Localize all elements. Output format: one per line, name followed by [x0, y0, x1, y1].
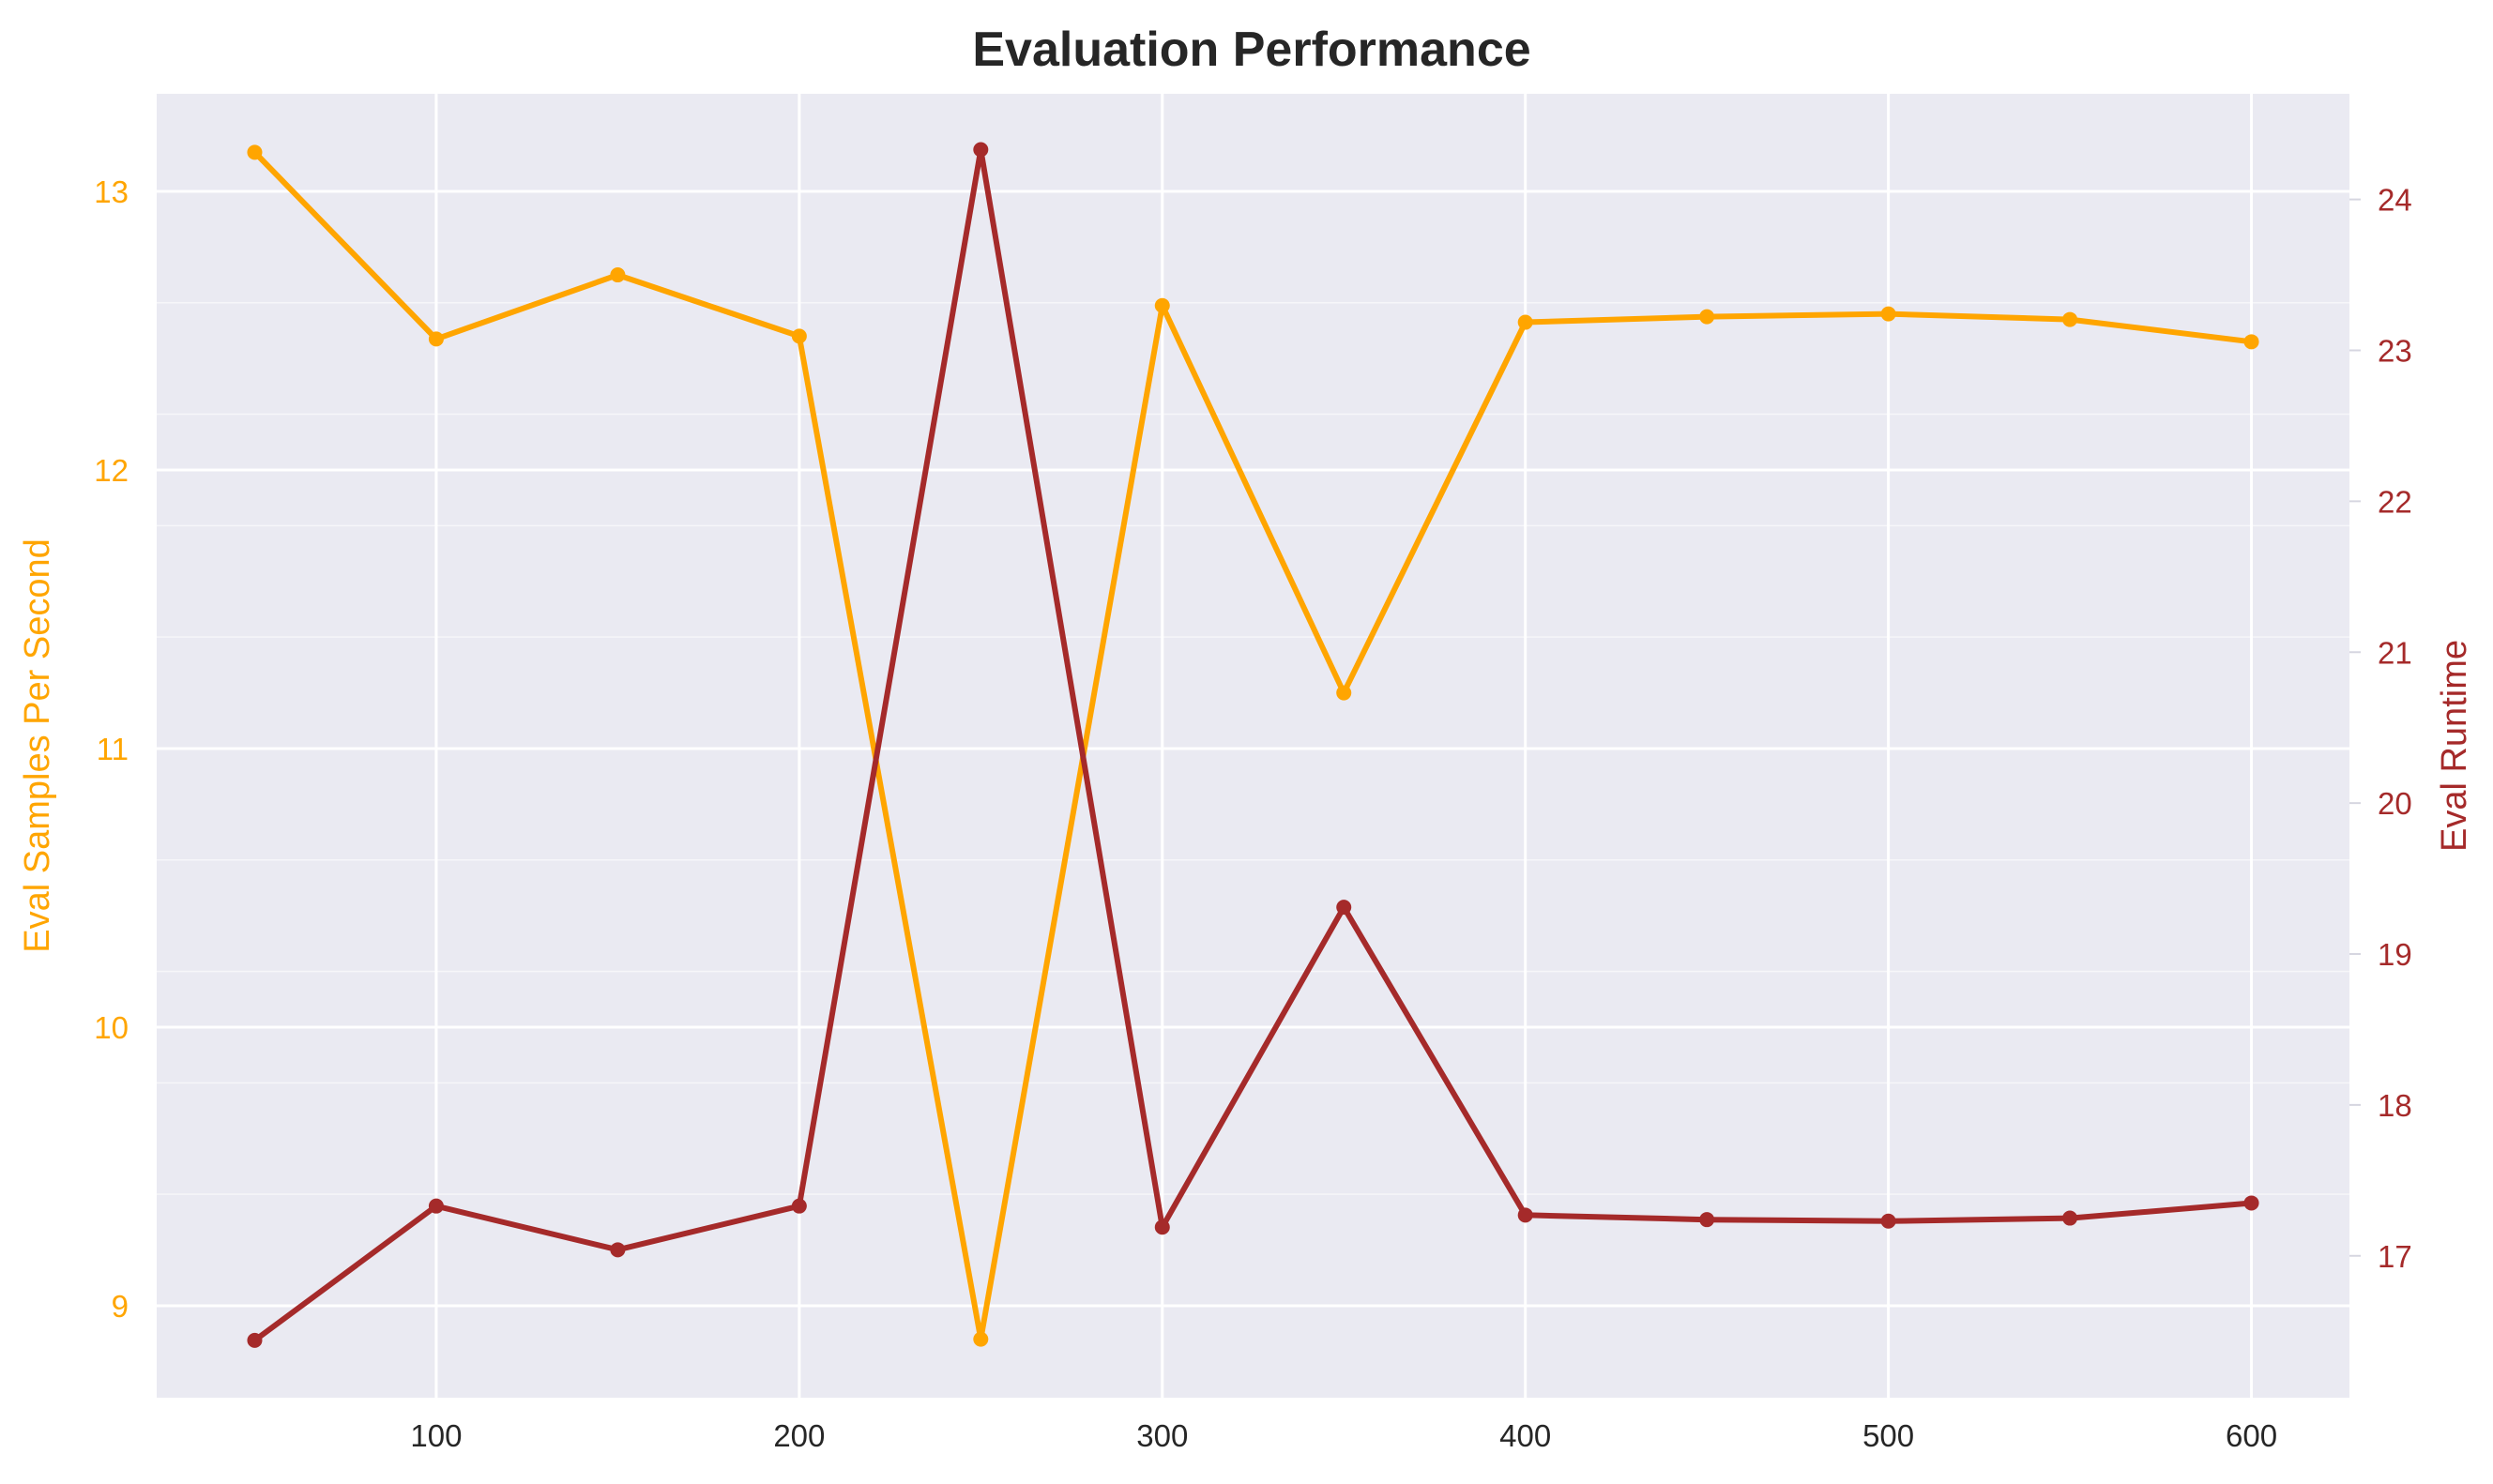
y-right-tick-label-24: 24 [2378, 183, 2412, 218]
series-left-point-150 [610, 267, 626, 283]
y-left-axis-label: Eval Samples Per Second [18, 538, 57, 952]
x-tick-label-400: 400 [1499, 1418, 1551, 1453]
series-right-point-350 [1336, 900, 1352, 916]
series-left-point-450 [1699, 309, 1715, 325]
series-left-point-400 [1517, 314, 1533, 330]
series-right-point-400 [1517, 1207, 1533, 1223]
series-right-point-100 [428, 1198, 444, 1214]
series-right-point-200 [791, 1198, 807, 1214]
y-left-tick-label-11: 11 [97, 732, 129, 766]
plot-background [157, 94, 2349, 1398]
series-right-point-300 [1154, 1219, 1170, 1235]
y-right-axis-label: Eval Runtime [2435, 640, 2474, 852]
series-left-point-200 [791, 328, 807, 344]
y-left-tick-label-12: 12 [94, 453, 129, 488]
y-right-tick-label-20: 20 [2378, 786, 2412, 821]
series-left-point-350 [1336, 685, 1352, 701]
x-tick-label-100: 100 [410, 1418, 462, 1453]
chart-title: Evaluation Performance [972, 23, 1530, 77]
series-left-point-500 [1880, 306, 1896, 322]
y-right-tick-label-22: 22 [2378, 484, 2412, 519]
series-left-point-50 [247, 144, 263, 160]
y-right-tick-label-19: 19 [2378, 937, 2412, 972]
x-tick-label-600: 600 [2226, 1418, 2277, 1453]
y-left-tick-label-10: 10 [94, 1010, 129, 1045]
y-left-tick-label-13: 13 [94, 174, 129, 209]
y-right-tick-label-21: 21 [2378, 635, 2412, 670]
series-line-right [251, 146, 2255, 1343]
series-right-point-500 [1880, 1213, 1896, 1229]
series-left-point-600 [2243, 334, 2259, 350]
x-tick-label-500: 500 [1862, 1418, 1914, 1453]
series-left-point-300 [1154, 297, 1170, 313]
series-left-point-550 [2062, 311, 2078, 327]
y-right-tick-label-17: 17 [2378, 1239, 2412, 1274]
plot-area: 100 200 300 400 500 600 9 10 11 12 13 17 18 19 20 21 22 2… [18, 94, 2474, 1453]
series-right-point-250 [973, 142, 989, 158]
series-line-left [251, 149, 2255, 1342]
series-right-point-50 [247, 1332, 263, 1348]
y-right-tick-label-23: 23 [2378, 333, 2412, 368]
series-left-point-100 [428, 331, 444, 347]
y-right-tick-label-18: 18 [2378, 1088, 2412, 1123]
y-left-tick-label-9: 9 [112, 1289, 129, 1324]
series-right-point-600 [2243, 1195, 2259, 1211]
series-right-point-550 [2062, 1210, 2078, 1226]
series-right-point-450 [1699, 1212, 1715, 1228]
x-tick-label-300: 300 [1136, 1418, 1188, 1453]
series-left-point-250 [973, 1331, 989, 1347]
x-tick-label-200: 200 [773, 1418, 825, 1453]
series-right-point-150 [610, 1242, 626, 1258]
